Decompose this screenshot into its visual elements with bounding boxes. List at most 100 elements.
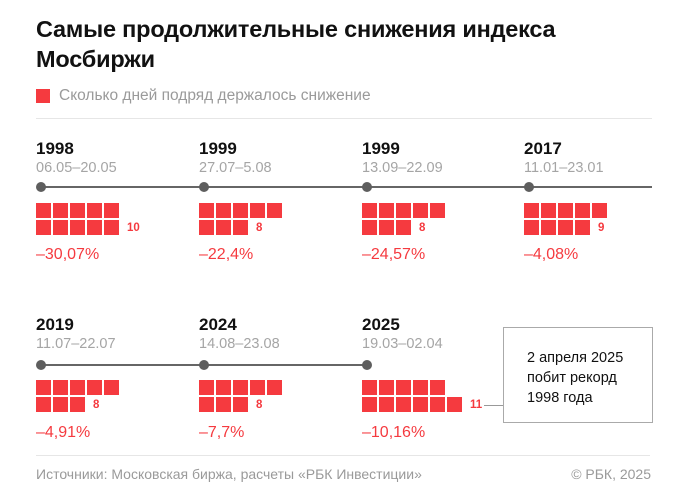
timeline-dot [362,360,372,370]
period-year: 1999 [362,139,400,158]
day-square [104,380,119,395]
day-square [267,203,282,218]
day-square [216,380,231,395]
days-count: 10 [127,222,140,234]
index-change: –7,7% [199,424,245,441]
day-square [36,220,51,235]
callout-line: 2 апреля 2025 [527,350,624,366]
period-dates: 19.03–02.04 [362,336,443,352]
day-square [379,380,394,395]
day-square [362,220,377,235]
day-square [199,380,214,395]
day-square [379,397,394,412]
day-square [362,397,377,412]
days-count: 8 [419,222,426,234]
source-note: Источники: Московская биржа, расчеты «РБ… [36,466,422,482]
timeline-row-1 [40,186,652,188]
timeline-dot [362,182,372,192]
days-count: 8 [256,399,263,411]
period-dates: 13.09–22.09 [362,160,443,176]
period-year: 2025 [362,315,400,334]
day-square [250,203,265,218]
index-change: –30,07% [36,246,100,263]
timeline-dot [199,182,209,192]
day-square [36,203,51,218]
period-header: 1998 06.05–20.05 [36,139,196,177]
day-square [267,380,282,395]
period-header: 2025 19.03–02.04 [362,315,522,353]
day-square [233,203,248,218]
day-square [70,397,85,412]
period-header: 2017 11.01–23.01 [524,139,684,177]
callout-connector [484,405,503,406]
day-square [541,220,556,235]
copyright: © РБК, 2025 [571,466,651,482]
day-square [396,203,411,218]
day-square [87,220,102,235]
period-year: 2024 [199,315,237,334]
day-square [250,380,265,395]
legend-swatch [36,89,50,103]
day-square [199,397,214,412]
timeline-dot [36,360,46,370]
timeline-dot [36,182,46,192]
day-square [104,203,119,218]
day-square [199,220,214,235]
index-change: –10,16% [362,424,426,441]
day-square [430,397,445,412]
page-title: Самые продолжительные снижения индекса М… [36,16,556,72]
period-header: 1999 13.09–22.09 [362,139,522,177]
day-square [216,220,231,235]
timeline-dot [524,182,534,192]
day-square [233,380,248,395]
days-count: 8 [256,222,263,234]
day-square [413,380,428,395]
period-year: 2017 [524,139,562,158]
day-square [216,203,231,218]
day-square [87,380,102,395]
day-square [362,380,377,395]
day-square [575,203,590,218]
day-square [199,203,214,218]
day-square [233,220,248,235]
day-square [216,397,231,412]
day-square [70,203,85,218]
callout-line: побит рекорд [527,370,617,386]
day-square [379,220,394,235]
day-square [524,203,539,218]
period-header: 2024 14.08–23.08 [199,315,359,353]
legend: Сколько дней подряд держалось снижение [36,87,371,105]
day-square [413,397,428,412]
day-square [233,397,248,412]
period-header: 1999 27.07–5.08 [199,139,359,177]
day-square [558,203,573,218]
period-dates: 11.07–22.07 [36,336,116,352]
day-square [104,220,119,235]
day-square [430,203,445,218]
day-square [558,220,573,235]
index-change: –4,08% [524,246,579,263]
day-square [413,203,428,218]
day-square [396,220,411,235]
day-square [447,397,462,412]
day-square [362,203,377,218]
callout-line: 1998 года [527,390,593,406]
day-square [53,380,68,395]
divider-bottom [36,455,650,456]
day-square [430,380,445,395]
day-square [36,380,51,395]
period-header: 2019 11.07–22.07 [36,315,196,353]
index-change: –22,4% [199,246,254,263]
period-dates: 06.05–20.05 [36,160,117,176]
day-square [575,220,590,235]
period-dates: 11.01–23.01 [524,160,604,176]
period-year: 2019 [36,315,74,334]
day-square [396,397,411,412]
day-square [70,220,85,235]
day-square [36,397,51,412]
day-square [70,380,85,395]
days-count: 8 [93,399,100,411]
day-square [53,220,68,235]
day-square [53,397,68,412]
day-square [524,220,539,235]
